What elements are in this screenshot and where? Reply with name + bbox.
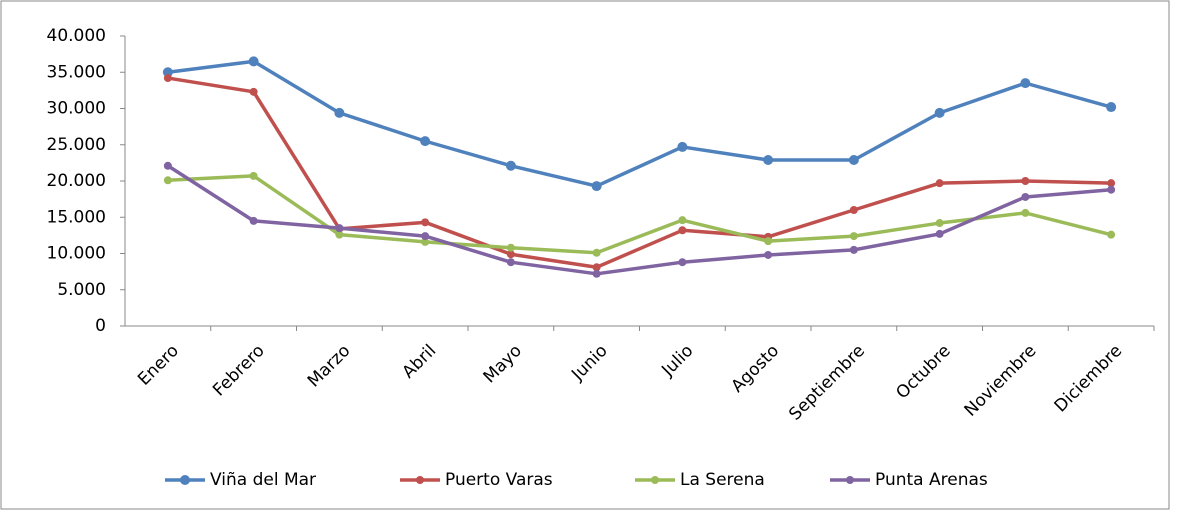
data-point [848,154,859,165]
data-point [849,232,858,241]
series-line [166,164,1112,276]
legend-label: Puerto Varas [445,470,553,490]
data-point [1021,177,1030,185]
data-point [334,107,345,118]
y-tick-label: 0 [95,316,106,336]
series-line [167,59,1112,188]
data-point [1021,208,1030,217]
data-point [1107,185,1116,194]
data-point [849,245,858,254]
data-point [935,229,944,238]
data-point [1107,230,1116,239]
data-point [163,176,172,185]
data-point [678,258,687,267]
data-point [935,179,944,188]
data-point [934,107,945,118]
data-point [677,141,688,152]
legend-marker [651,476,659,484]
data-point [678,216,687,225]
y-tick-label: 25.000 [47,135,106,155]
data-point [249,216,258,225]
data-point [678,226,687,235]
legend-marker [416,476,424,484]
data-point [249,171,258,180]
series-line [167,76,1112,270]
y-tick-label: 10.000 [47,244,106,264]
data-point [763,154,774,165]
data-point [162,67,173,78]
data-point [335,224,344,233]
data-point [592,248,601,257]
data-point [335,230,344,239]
data-point [591,181,602,192]
data-point [506,250,515,259]
data-point [935,219,944,228]
data-point [506,258,515,267]
data-point [420,136,431,147]
y-tick-label: 40.000 [47,26,106,46]
data-point [1020,78,1031,89]
data-point [163,74,172,83]
legend-marker [180,475,190,485]
data-point [248,56,259,67]
data-point [506,243,515,252]
data-point [592,263,601,272]
series-line [167,174,1112,255]
data-point [1021,192,1030,201]
data-point [505,160,516,171]
y-tick-label: 30.000 [47,99,106,119]
data-point [421,237,430,246]
data-point [849,206,858,214]
data-point [421,218,430,227]
legend-marker [846,476,854,484]
data-point [1107,179,1116,188]
data-point [592,269,601,278]
data-point [764,237,773,246]
y-tick-label: 20.000 [47,171,106,191]
data-point [1106,102,1117,113]
y-tick-label: 5.000 [57,280,106,300]
data-point [421,232,430,241]
data-point [249,87,258,96]
data-point [764,250,773,259]
y-tick-label: 35.000 [47,62,106,82]
data-point [163,161,172,170]
legend-label: Viña del Mar [210,470,316,490]
y-tick-label: 15.000 [47,207,106,227]
legend-label: Punta Arenas [875,470,988,490]
legend-label: La Serena [680,470,765,490]
